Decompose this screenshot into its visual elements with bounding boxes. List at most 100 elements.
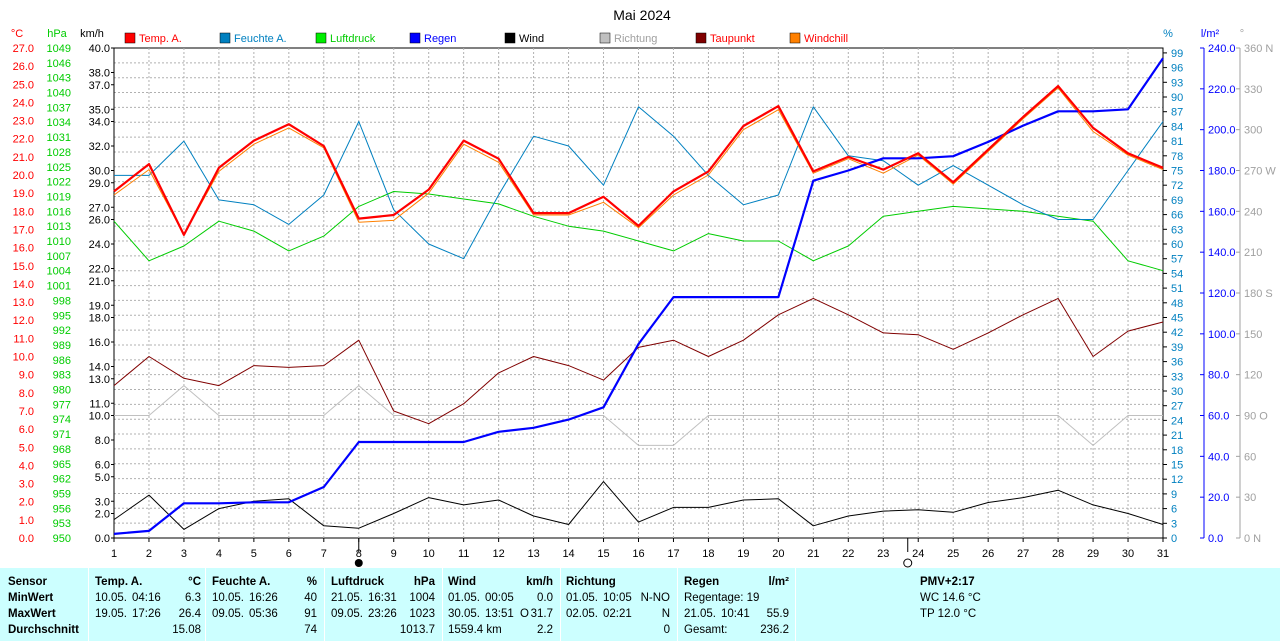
direction-axis-tick-label: 0 N	[1244, 533, 1261, 545]
stats-pressure-min-date: 21.05.	[331, 592, 363, 604]
temp-axis-unit: °C	[11, 28, 23, 40]
humidity-axis-tick-label: 75	[1171, 166, 1183, 178]
stats-wind-distance: 1559.4 km	[448, 624, 502, 636]
x-tick-label: 15	[597, 548, 609, 560]
pressure-axis-tick-label: 1046	[47, 58, 71, 70]
temp-axis-tick-label: 18.0	[13, 206, 34, 218]
x-tick-label: 30	[1122, 548, 1134, 560]
temp-axis-tick-label: 16.0	[13, 243, 34, 255]
x-tick-label: 21	[807, 548, 819, 560]
temp-axis-tick-label: 10.0	[13, 352, 34, 364]
stats-sensor-title: Sensor	[8, 576, 47, 588]
x-tick-label: 3	[181, 548, 187, 560]
humidity-axis-tick-label: 21	[1171, 430, 1183, 442]
humidity-axis-tick-label: 81	[1171, 136, 1183, 148]
x-tick-label: 31	[1157, 548, 1169, 560]
humidity-axis-tick-label: 93	[1171, 77, 1183, 89]
stats-humidity-max-value: 91	[304, 608, 317, 620]
stats-rain-max-time: 10:41	[721, 608, 750, 620]
humidity-axis-tick-label: 78	[1171, 151, 1183, 163]
pressure-axis-tick-label: 1040	[47, 88, 71, 100]
humidity-axis-tick-label: 87	[1171, 107, 1183, 119]
rain-axis-tick-label: 80.0	[1208, 370, 1229, 382]
humidity-axis-tick-label: 33	[1171, 371, 1183, 383]
humidity-axis-tick-label: 18	[1171, 445, 1183, 457]
humidity-axis-tick-label: 3	[1171, 518, 1177, 530]
series-line-regen	[113, 57, 1164, 535]
new-moon-icon	[354, 559, 363, 567]
pressure-axis-tick-label: 956	[53, 503, 71, 515]
legend-label: Richtung	[614, 33, 657, 45]
stats-temp-unit: °C	[188, 576, 201, 588]
pressure-axis-tick-label: 1028	[47, 147, 71, 159]
temp-axis-tick-label: 24.0	[13, 97, 34, 109]
humidity-axis-tick-label: 96	[1171, 63, 1183, 75]
rain-axis-tick-label: 200.0	[1208, 125, 1236, 137]
temp-axis-tick-label: 5.0	[19, 442, 34, 454]
stats-direction-min-value: N-NO	[640, 592, 670, 604]
stats-pmv-dewpoint: TP 12.0 °C	[920, 608, 977, 620]
wind-axis-tick-label: 34.0	[89, 117, 110, 129]
stats-rain-unit: l/m²	[768, 576, 789, 588]
wind-axis-tick-label: 37.0	[89, 80, 110, 92]
stats-temp-min-date: 10.05.	[95, 592, 127, 604]
rain-axis-tick-label: 140.0	[1208, 247, 1236, 259]
stats-direction-max-time: 02:21	[603, 608, 632, 620]
weather-chart: Mai 2024 °C hPa km/h % l/m² ° Temp. A. Fe…	[11, 7, 1276, 568]
rain-axis-tick-label: 100.0	[1208, 329, 1236, 341]
stats-direction-max-date: 02.05.	[566, 608, 598, 620]
x-tick-label: 17	[667, 548, 679, 560]
humidity-axis-tick-label: 57	[1171, 254, 1183, 266]
series-line-feuchte-a	[114, 106, 1164, 260]
rain-axis-tick-label: 240.0	[1208, 43, 1236, 55]
wind-axis-tick-label: 26.0	[89, 215, 110, 227]
stats-direction-max-value: N	[661, 608, 670, 620]
wind-axis-tick-label: 21.0	[89, 276, 110, 288]
wind-axis-tick-label: 6.0	[95, 460, 110, 472]
pressure-axis-tick-label: 962	[53, 474, 71, 486]
temp-axis-tick-label: 3.0	[19, 479, 34, 491]
stats-temp-min-time: 04:16	[132, 592, 161, 604]
pressure-axis-tick-label: 977	[53, 399, 71, 411]
wind-axis-tick-label: 22.0	[89, 264, 110, 276]
pressure-axis-tick-label: 1031	[47, 132, 71, 144]
humidity-axis-tick-label: 42	[1171, 327, 1183, 339]
pressure-axis-tick-label: 1019	[47, 191, 71, 203]
stats-rain-title: Regen	[684, 576, 720, 588]
wind-axis-tick-label: 27.0	[89, 202, 110, 214]
pressure-axis-tick-label: 974	[53, 414, 71, 426]
humidity-axis-tick-label: 15	[1171, 460, 1183, 472]
x-tick-label: 16	[632, 548, 644, 560]
temp-axis-tick-label: 1.0	[19, 515, 34, 527]
pressure-axis-tick-label: 1022	[47, 177, 71, 189]
series-line-windchill	[113, 87, 1164, 236]
stats-humidity-max-date: 09.05.	[212, 608, 244, 620]
x-tick-label: 5	[251, 548, 257, 560]
humidity-axis-tick-label: 48	[1171, 298, 1183, 310]
stats-wind-max-time: 13:51	[485, 608, 514, 620]
humidity-axis-unit: %	[1163, 28, 1173, 40]
rain-axis-tick-label: 40.0	[1208, 451, 1229, 463]
x-tick-label: 22	[842, 548, 854, 560]
humidity-axis-tick-label: 24	[1171, 415, 1183, 427]
humidity-axis-tick-label: 60	[1171, 239, 1183, 251]
direction-axis-tick-label: 150	[1244, 329, 1262, 341]
x-tick-label: 27	[1017, 548, 1029, 560]
chart-grid	[113, 47, 1164, 539]
x-tick-label: 18	[702, 548, 714, 560]
pressure-axis-tick-label: 989	[53, 340, 71, 352]
x-tick-label: 7	[321, 548, 327, 560]
chart-legend: Temp. A. Feuchte A. Luftdruck Regen Wind Rich…	[124, 32, 848, 45]
stats-rain-total-value: 236.2	[760, 624, 789, 636]
legend-swatch	[504, 32, 516, 44]
wind-axis-tick-label: 8.0	[95, 435, 110, 447]
rain-axis-tick-label: 60.0	[1208, 411, 1229, 423]
pressure-axis-tick-label: 992	[53, 325, 71, 337]
pressure-axis-tick-label: 983	[53, 370, 71, 382]
stats-pmv-column: PMV+2:17 WC 14.6 °C TP 12.0 °C	[800, 568, 1100, 641]
stats-rain-total-label: Gesamt:	[684, 624, 728, 636]
stats-direction-avg: 0	[663, 624, 670, 636]
temp-axis-tick-label: 2.0	[19, 497, 34, 509]
wind-axis-tick-label: 19.0	[89, 300, 110, 312]
